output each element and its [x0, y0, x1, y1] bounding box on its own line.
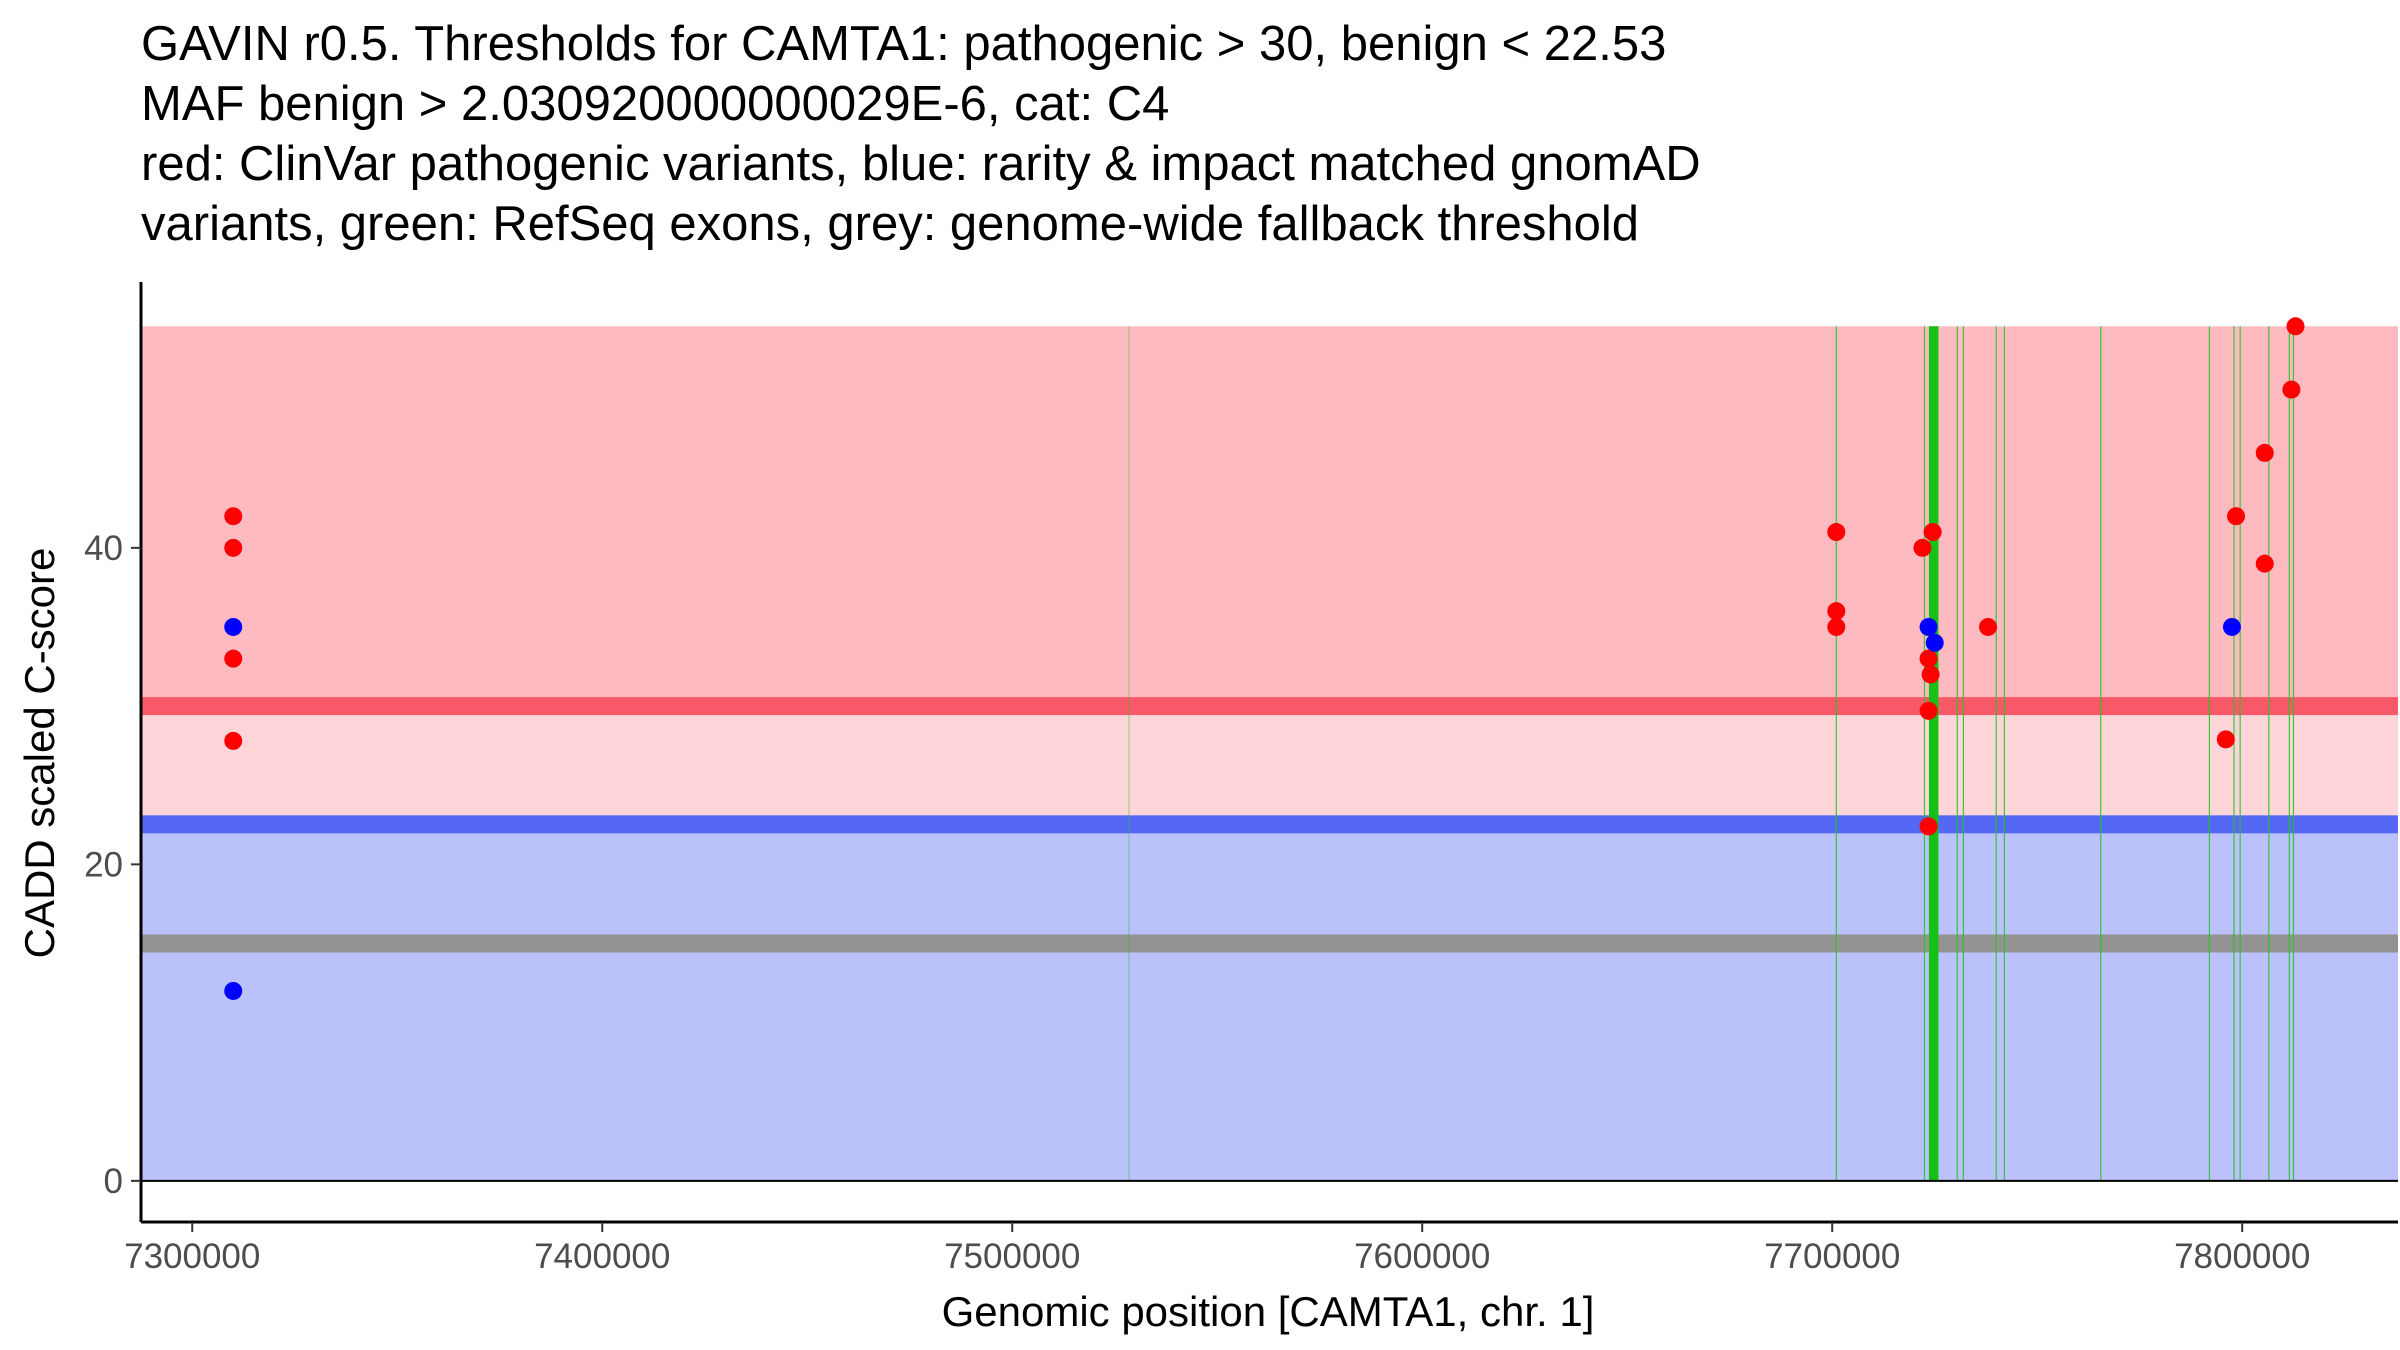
clinvar-variant-point [1979, 617, 1998, 636]
gnomad-variant-point [2222, 617, 2241, 636]
benign-threshold-line [141, 815, 2398, 834]
x-tick-label: 7700000 [1764, 1237, 1900, 1276]
gnomad-variant-point [1925, 633, 1944, 652]
clinvar-variant-point [1919, 817, 1938, 836]
x-tick-label: 7800000 [2174, 1237, 2310, 1276]
x-tick-label: 7500000 [944, 1237, 1080, 1276]
pathogenic-threshold-line [141, 697, 2398, 716]
refseq-exon-lines [1128, 326, 2295, 1181]
clinvar-variant-point [224, 649, 243, 668]
clinvar-variant-point [1919, 701, 1938, 720]
y-tick-label: 0 [104, 1162, 123, 1201]
chart-title: GAVIN r0.5. Thresholds for CAMTA1: patho… [141, 14, 2361, 254]
threshold-bands [141, 326, 2398, 1181]
clinvar-variant-point [1827, 523, 1846, 542]
x-tick-label: 7400000 [534, 1237, 670, 1276]
clinvar-variant-point [1919, 649, 1938, 668]
clinvar-variant-point [1921, 665, 1940, 684]
variant-points [224, 317, 2305, 1000]
threshold-lines [141, 697, 2398, 953]
clinvar-variant-point [224, 538, 243, 557]
y-axis-label: CADD scaled C-score [16, 548, 63, 959]
clinvar-variant-point [224, 507, 243, 526]
clinvar-variant-point [224, 731, 243, 750]
title-line-1: GAVIN r0.5. Thresholds for CAMTA1: patho… [141, 17, 1667, 71]
benign-region-band [141, 824, 2398, 1181]
y-tick-label: 20 [84, 845, 123, 884]
gnomad-variant-point [224, 981, 243, 1000]
clinvar-variant-point [2282, 380, 2301, 399]
gnomad-variant-point [224, 617, 243, 636]
clinvar-variant-point [1827, 602, 1846, 621]
clinvar-variant-point [1913, 538, 1932, 557]
clinvar-variant-point [2255, 443, 2274, 462]
pathogenic-region-band [141, 326, 2398, 707]
clinvar-variant-point [2216, 730, 2235, 749]
title-line-2: MAF benign > 2.030920000000029E-6, cat: … [141, 77, 1170, 131]
clinvar-variant-point [2227, 507, 2246, 526]
axes [139, 282, 2398, 1224]
x-tick-label: 7300000 [124, 1237, 260, 1276]
axis-ticks: 7300000 7400000 7500000 7600000 7700000 78000… [84, 529, 2310, 1276]
clinvar-variant-point [2286, 317, 2305, 336]
y-tick-label: 40 [84, 529, 123, 568]
x-tick-label: 7600000 [1354, 1237, 1490, 1276]
clinvar-variant-point [2255, 554, 2274, 573]
intermediate-region-band [141, 706, 2398, 825]
title-line-3: red: ClinVar pathogenic variants, blue: … [141, 137, 1701, 191]
clinvar-variant-point [1827, 617, 1846, 636]
fallback-threshold-line [141, 934, 2398, 953]
title-line-4: variants, green: RefSeq exons, grey: gen… [141, 197, 1640, 251]
clinvar-variant-point [1923, 523, 1942, 542]
gnomad-variant-point [1919, 617, 1938, 636]
x-axis-label: Genomic position [CAMTA1, chr. 1] [942, 1288, 1595, 1335]
